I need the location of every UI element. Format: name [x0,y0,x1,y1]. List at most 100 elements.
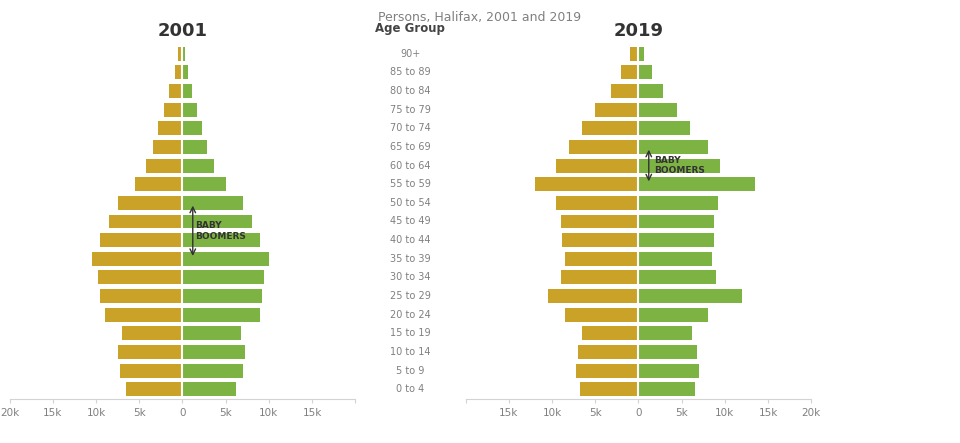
Text: 75 to 79: 75 to 79 [390,105,431,115]
Text: 60 to 64: 60 to 64 [390,160,431,171]
Text: Age Group: Age Group [375,22,445,35]
Bar [638,252,711,266]
Bar [582,326,638,340]
Bar [547,289,638,303]
Bar [122,326,182,340]
Bar [582,121,638,135]
Bar [178,47,182,61]
Bar [182,233,260,247]
Bar [182,364,243,378]
Title: 2019: 2019 [613,22,663,40]
Bar [564,252,638,266]
Text: 30 to 34: 30 to 34 [390,272,431,283]
Bar [638,65,652,79]
Bar [175,65,182,79]
Bar [98,271,182,284]
Bar [146,159,182,172]
Text: 35 to 39: 35 to 39 [390,254,431,264]
Bar [638,364,699,378]
Bar [638,121,690,135]
Text: 25 to 29: 25 to 29 [390,291,431,301]
Bar [564,308,638,322]
Bar [182,177,226,191]
Title: 2001: 2001 [157,22,207,40]
Bar [595,103,638,117]
Text: 80 to 84: 80 to 84 [390,86,431,96]
Bar [638,140,708,154]
Bar [563,233,638,247]
Bar [182,159,214,172]
Bar [182,271,264,284]
Text: 40 to 44: 40 to 44 [390,235,431,245]
Bar [638,84,662,98]
Text: 20 to 24: 20 to 24 [390,310,431,320]
Bar [638,271,716,284]
Bar [638,326,692,340]
Text: 65 to 69: 65 to 69 [390,142,431,152]
Bar [182,382,236,396]
Bar [134,177,182,191]
Text: 55 to 59: 55 to 59 [390,179,431,189]
Text: 0 to 4: 0 to 4 [396,385,424,394]
Text: BABY
BOOMERS: BABY BOOMERS [196,221,246,241]
Bar [561,214,638,229]
Bar [638,382,694,396]
Bar [182,47,185,61]
Text: 85 to 89: 85 to 89 [390,67,431,77]
Bar [535,177,638,191]
Bar [120,364,182,378]
Bar [576,364,638,378]
Bar [638,214,714,229]
Text: 15 to 19: 15 to 19 [390,328,431,338]
Text: 5 to 9: 5 to 9 [396,366,424,376]
Bar [182,196,243,210]
Bar [182,103,197,117]
Text: BABY
BOOMERS: BABY BOOMERS [654,156,705,175]
Bar [638,159,720,172]
Text: 45 to 49: 45 to 49 [390,217,431,226]
Text: 70 to 74: 70 to 74 [390,123,431,133]
Bar [611,84,638,98]
Bar [638,345,697,359]
Bar [108,214,182,229]
Bar [169,84,182,98]
Bar [100,289,182,303]
Bar [638,177,755,191]
Text: Persons, Halifax, 2001 and 2019: Persons, Halifax, 2001 and 2019 [378,11,582,24]
Text: 90+: 90+ [400,49,420,58]
Bar [182,289,262,303]
Bar [182,65,187,79]
Bar [100,233,182,247]
Text: 10 to 14: 10 to 14 [390,347,431,357]
Bar [578,345,638,359]
Bar [638,47,644,61]
Bar [164,103,182,117]
Bar [182,326,241,340]
Bar [638,196,718,210]
Bar [638,233,714,247]
Bar [630,47,638,61]
Bar [182,308,260,322]
Bar [182,252,269,266]
Bar [638,308,708,322]
Bar [638,289,742,303]
Bar [569,140,638,154]
Bar [182,345,246,359]
Bar [621,65,638,79]
Bar [182,121,203,135]
Bar [556,196,638,210]
Bar [117,196,182,210]
Bar [105,308,182,322]
Bar [182,84,192,98]
Text: 50 to 54: 50 to 54 [390,198,431,208]
Bar [182,140,207,154]
Bar [91,252,182,266]
Bar [126,382,182,396]
Bar [158,121,182,135]
Bar [117,345,182,359]
Bar [580,382,638,396]
Bar [182,214,252,229]
Bar [561,271,638,284]
Bar [556,159,638,172]
Bar [153,140,182,154]
